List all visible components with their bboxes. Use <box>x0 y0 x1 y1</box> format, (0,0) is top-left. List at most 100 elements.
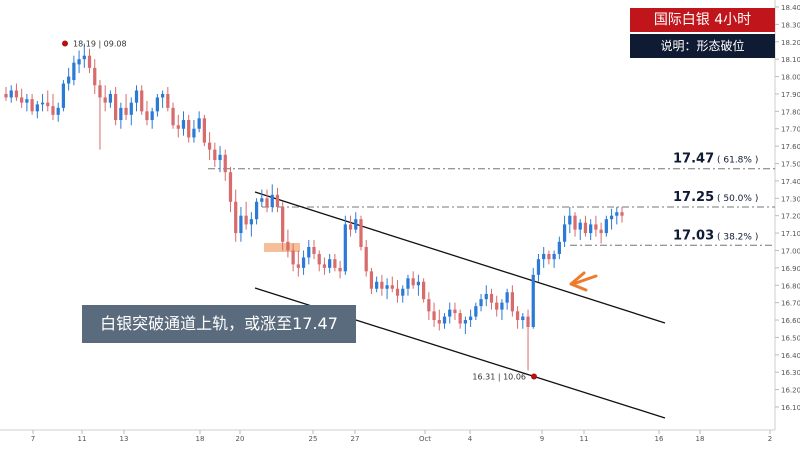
candle-body <box>568 215 572 225</box>
candle-body <box>395 288 400 296</box>
x-tick-label: 9 <box>540 435 544 443</box>
candle-body <box>432 311 436 321</box>
highlight-zone <box>264 243 300 252</box>
chart-title: 国际白银 4小时 <box>630 8 775 32</box>
candle-body <box>192 128 196 138</box>
candle-body <box>453 309 457 314</box>
candle <box>129 97 133 126</box>
channel-upper-line <box>254 191 666 324</box>
candle <box>155 93 160 117</box>
candle <box>364 240 368 277</box>
x-tick-label: 18 <box>196 435 205 443</box>
candle-body <box>312 247 316 254</box>
candle-body <box>145 111 149 121</box>
high-marker-dot <box>62 40 68 47</box>
candle-body <box>155 97 160 112</box>
candle-body <box>307 247 311 258</box>
candle <box>615 207 619 225</box>
candle-body <box>51 106 55 115</box>
candle <box>281 201 285 251</box>
candle <box>348 215 353 237</box>
candle-body <box>495 302 499 310</box>
candlesticks <box>4 43 624 371</box>
candle-body <box>604 219 608 234</box>
candle <box>150 107 154 129</box>
chart-subtitle: 说明：形态破位 <box>630 34 775 58</box>
candle <box>286 229 290 258</box>
candle-body <box>348 224 353 230</box>
candle-body <box>265 198 269 207</box>
candle-body <box>422 281 426 300</box>
candle <box>411 271 415 289</box>
candle <box>495 295 499 317</box>
candle-body <box>437 320 441 324</box>
candle <box>427 292 431 321</box>
candle-body <box>197 118 201 129</box>
candle <box>442 313 447 329</box>
y-tick-label: 17.100 <box>781 230 800 238</box>
annotation-box: 白银突破通道上轨，或涨至17.47 <box>82 305 356 343</box>
candle-body <box>338 267 342 272</box>
y-tick-label: 16.800 <box>781 282 800 290</box>
candle-body <box>594 224 598 230</box>
candle <box>369 267 374 294</box>
candle-body <box>140 90 144 112</box>
candle <box>557 236 561 260</box>
x-tick-label: 25 <box>309 435 318 443</box>
candle-body <box>364 247 368 272</box>
candle-body <box>77 59 81 65</box>
candle <box>171 102 175 129</box>
candle-body <box>536 259 541 275</box>
candle-body <box>369 271 374 289</box>
y-tick-label: 17.700 <box>781 126 800 134</box>
candle <box>380 274 384 296</box>
x-axis-ticks: 7 11 13 18 20 25 27 Oct 4 9 11 16 18 2 <box>31 430 772 443</box>
candle-body <box>468 316 473 321</box>
candle <box>134 85 139 112</box>
candle <box>56 102 60 122</box>
candle <box>213 142 217 167</box>
candle-body <box>20 97 24 103</box>
level-price-label: 17.03 <box>673 228 714 243</box>
candle-body <box>500 302 504 310</box>
candle <box>390 276 394 293</box>
x-tick-label: 20 <box>236 435 245 443</box>
candle-body <box>375 281 379 289</box>
candle <box>510 285 514 317</box>
level-price-label: 17.25 <box>673 190 714 205</box>
x-tick-label: 2 <box>768 435 772 443</box>
candle-body <box>187 120 191 138</box>
candle <box>218 146 222 173</box>
candle-body <box>317 253 321 265</box>
candle <box>20 88 24 108</box>
candle-body <box>448 309 452 317</box>
y-tick-label: 17.900 <box>781 91 800 99</box>
candle-body <box>166 93 170 108</box>
candle-body <box>160 93 165 98</box>
low-marker-label: 16.31 | 10.06 <box>472 372 526 381</box>
candle-body <box>380 281 384 289</box>
candle-body <box>385 285 389 289</box>
candle <box>453 302 457 321</box>
candle-body <box>213 149 217 161</box>
candle <box>416 274 421 296</box>
candle <box>192 120 196 143</box>
x-tick-label: 13 <box>120 435 129 443</box>
candle-body <box>521 316 525 321</box>
candle-body <box>442 316 447 324</box>
candle-body <box>343 224 347 272</box>
candle <box>61 80 66 112</box>
candle <box>609 208 614 230</box>
candle-body <box>615 212 619 216</box>
candle-body <box>599 229 603 234</box>
candle <box>228 167 233 213</box>
candle <box>114 87 118 126</box>
candle <box>573 212 577 237</box>
y-tick-label: 17.200 <box>781 213 800 221</box>
candle-body <box>411 278 415 286</box>
candle <box>437 309 441 331</box>
candle-body <box>322 264 327 268</box>
x-tick-label: Oct <box>419 435 431 443</box>
y-tick-label: 16.200 <box>781 387 800 395</box>
candle-body <box>25 99 29 103</box>
